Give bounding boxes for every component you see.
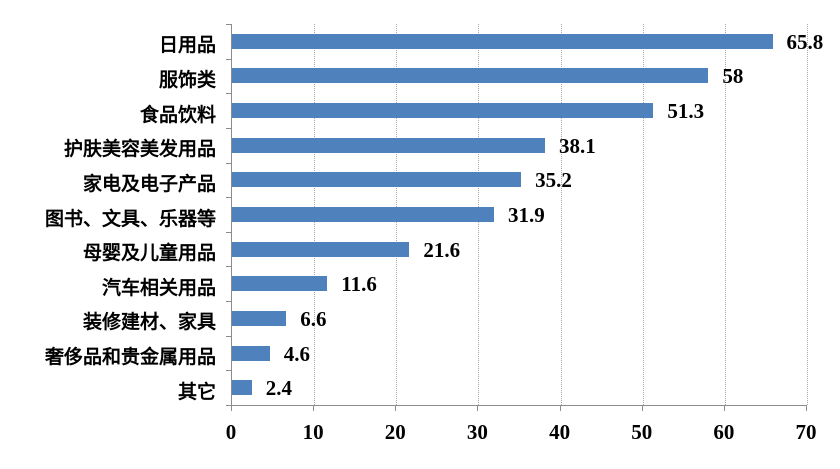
value-label: 58 (722, 64, 744, 89)
y-axis-tick (226, 58, 231, 60)
x-axis-tick (559, 406, 561, 411)
bar-家电及电子产品 (232, 172, 522, 188)
x-axis-tick-label: 50 (631, 420, 653, 444)
value-label: 38.1 (558, 133, 596, 158)
bar-日用品 (232, 33, 773, 49)
category-label: 汽车相关用品 (101, 277, 216, 299)
category-label: 奢侈品和贵金属用品 (44, 347, 216, 369)
y-axis-tick (226, 370, 231, 372)
bar-row: 35.2 (232, 163, 807, 198)
y-axis-tick (226, 405, 231, 406)
x-axis-tick-label: 20 (384, 420, 406, 444)
y-axis-tick (226, 93, 231, 95)
category-label: 其它 (177, 381, 216, 403)
value-label: 4.6 (283, 341, 311, 366)
category-label: 护肤美容美发用品 (63, 139, 216, 161)
x-axis-tick-label: 60 (713, 420, 735, 444)
x-axis-tick (477, 406, 479, 411)
bar-食品饮料 (232, 103, 654, 119)
value-label: 65.8 (786, 29, 824, 54)
bar-row: 65.8 (232, 24, 823, 59)
gridline-x-70 (807, 24, 808, 405)
y-axis-tick (226, 162, 231, 164)
gridline-x-60 (724, 24, 726, 405)
value-label: 31.9 (508, 202, 545, 227)
category-label: 服饰类 (158, 69, 216, 91)
value-label: 51.3 (667, 99, 705, 124)
bar-row: 6.6 (232, 301, 807, 336)
bar-服饰类 (232, 68, 709, 84)
bar-护肤美容美发用品 (232, 137, 545, 153)
x-axis-tick-label: 40 (549, 420, 571, 444)
bar-母婴及儿童用品 (232, 241, 410, 257)
y-axis-tick (226, 335, 231, 337)
y-axis-tick (226, 24, 231, 25)
bar-row: 2.4 (232, 370, 807, 405)
bar-row: 21.6 (232, 232, 807, 267)
category-label: 图书、文具、乐器等 (44, 208, 216, 230)
value-label: 2.4 (265, 376, 292, 401)
x-axis-tick (395, 406, 397, 411)
bar-装修建材、家具 (232, 310, 287, 326)
bar-row: 31.9 (232, 197, 807, 232)
category-label: 装修建材、家具 (82, 312, 216, 334)
bar-其它 (232, 380, 252, 396)
bar-奢侈品和贵金属用品 (232, 345, 270, 361)
gridline-x-50 (642, 24, 644, 405)
category-label: 食品饮料 (139, 104, 216, 126)
value-label: 35.2 (535, 168, 572, 193)
y-axis-tick (226, 301, 231, 303)
x-axis-tick-label: 10 (302, 420, 324, 444)
bar-row: 4.6 (232, 336, 807, 371)
bar-row: 38.1 (232, 128, 807, 163)
gridline-x-40 (560, 24, 562, 405)
x-axis-tick (313, 406, 315, 411)
y-axis-tick (226, 231, 231, 233)
chart-plot-area: 65.8 58 51.3 38.1 35.2 31.9 21.6 11.6 6.6 4.6 2.4 (231, 24, 823, 406)
x-axis-tick (231, 406, 232, 411)
y-axis-tick (226, 127, 231, 129)
value-label: 6.6 (300, 306, 327, 331)
x-axis-tick (723, 406, 725, 411)
bar-row: 11.6 (232, 266, 807, 301)
y-axis-tick (226, 197, 231, 199)
x-axis-tick (641, 406, 643, 411)
bar-图书、文具、乐器等 (232, 206, 495, 222)
x-axis-tick-label: 30 (466, 420, 488, 444)
x-axis-tick-label: 0 (225, 420, 237, 444)
category-label: 家电及电子产品 (82, 173, 216, 195)
y-axis-category-labels: 日用品服饰类食品饮料护肤美容美发用品家电及电子产品图书、文具、乐器等母婴及儿童用… (0, 24, 216, 405)
value-label: 11.6 (341, 272, 377, 297)
category-label: 日用品 (158, 35, 216, 57)
y-axis-tick (226, 266, 231, 268)
bar-汽车相关用品 (232, 276, 328, 292)
x-axis-tick-label: 70 (795, 420, 817, 444)
value-label: 21.6 (423, 237, 461, 262)
bar-row: 58 (232, 59, 807, 94)
x-axis-tick (806, 406, 807, 411)
category-label: 母婴及儿童用品 (82, 243, 216, 265)
bar-row: 51.3 (232, 93, 807, 128)
